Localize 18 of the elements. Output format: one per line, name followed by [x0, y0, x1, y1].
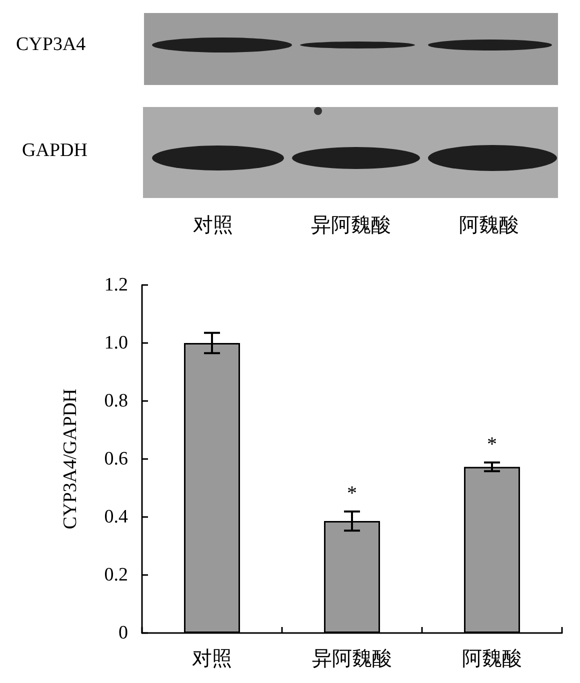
- y-tick-label: 1.0: [104, 332, 128, 354]
- y-tick-label: 0.8: [104, 390, 128, 412]
- category-label: 异阿魏酸: [311, 214, 391, 236]
- x-tick-label: 异阿魏酸: [312, 648, 392, 670]
- x-tick-label: 阿魏酸: [462, 648, 522, 670]
- y-axis-title: CYP3A4/GAPDH: [60, 388, 81, 530]
- y-tick-label: 0.4: [104, 506, 128, 528]
- y-tick-label: 0: [118, 622, 128, 644]
- y-tick-label: 0.2: [104, 564, 128, 586]
- y-tick-label: 1.2: [104, 274, 128, 296]
- data-label: *: [347, 482, 357, 504]
- text: GAPDH: [22, 140, 88, 162]
- category-label: 阿魏酸: [459, 214, 519, 236]
- data-label: *: [487, 433, 497, 456]
- x-tick-label: 对照: [192, 648, 232, 670]
- category-label: 对照: [193, 214, 233, 236]
- y-tick-label: 0.6: [104, 448, 128, 470]
- text: CYP3A4: [16, 34, 86, 56]
